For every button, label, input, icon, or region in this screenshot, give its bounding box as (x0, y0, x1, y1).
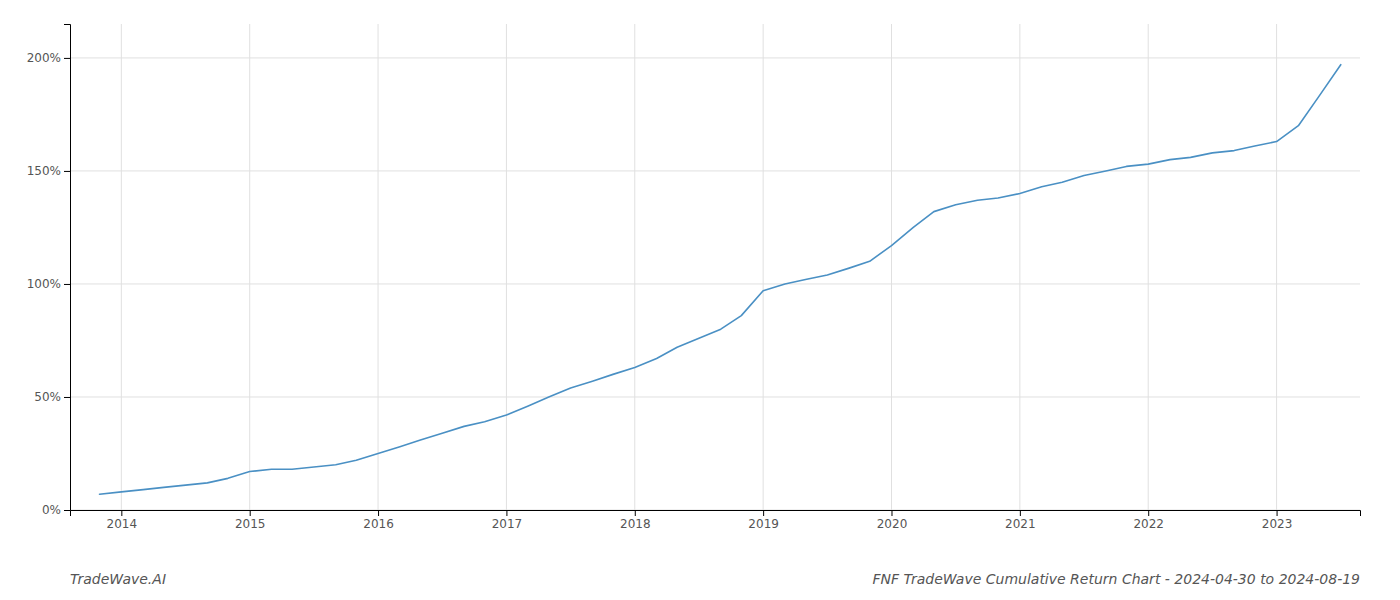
tick-mark (250, 510, 251, 516)
axis-line (64, 25, 71, 511)
tick: 2015 (235, 510, 266, 531)
grid-line (70, 283, 1360, 284)
tick-mark (64, 510, 70, 511)
grid-line (70, 170, 1360, 171)
tick-label: 2023 (1262, 517, 1293, 531)
tick-mark (506, 510, 507, 516)
tick: 2021 (1005, 510, 1036, 531)
x-axis: 2014 2015 2016 2017 2018 2019 2020 2021 2022 2023 (71, 510, 1361, 531)
tick: 2016 (363, 510, 394, 531)
tick-label: 50% (34, 390, 61, 404)
tick-label: 2016 (363, 517, 394, 531)
tick-label: 2019 (748, 517, 779, 531)
tick-mark (64, 58, 70, 59)
tick: 50% (34, 390, 70, 404)
y-axis: 0% 50% 100% 150% 200% (27, 25, 71, 518)
tick-mark (121, 510, 122, 516)
tick-mark (1148, 510, 1149, 516)
tick-label: 200% (27, 51, 61, 65)
tick: 200% (27, 51, 70, 65)
tick-mark (1020, 510, 1021, 516)
grid (70, 24, 1360, 510)
grid-line (121, 24, 122, 510)
tick-mark (1277, 510, 1278, 516)
tick-label: 0% (42, 503, 61, 517)
tick-label: 150% (27, 164, 61, 178)
grid-line (763, 24, 764, 510)
tick: 2018 (620, 510, 651, 531)
tick-label: 2017 (492, 517, 523, 531)
tick: 2019 (748, 510, 779, 531)
grid-line (378, 24, 379, 510)
tick-mark (763, 510, 764, 516)
tick-label: 2020 (877, 517, 908, 531)
tick-mark (891, 510, 892, 516)
grid-line (70, 57, 1360, 58)
tick-label: 2022 (1133, 517, 1164, 531)
line (100, 65, 1341, 494)
grid-line (1148, 24, 1149, 510)
title: FNF TradeWave Cumulative Return Chart - … (872, 571, 1360, 587)
axis-line (71, 511, 1361, 517)
grid-line (1276, 24, 1277, 510)
tick-label: 2014 (107, 517, 138, 531)
grid-line (891, 24, 892, 510)
grid-line (506, 24, 507, 510)
tick: 100% (27, 277, 70, 291)
grid-line (634, 24, 635, 510)
tick: 150% (27, 164, 70, 178)
tick: 2022 (1133, 510, 1164, 531)
tick: 2017 (492, 510, 523, 531)
tick-label: 2021 (1005, 517, 1036, 531)
tick: 2014 (107, 510, 138, 531)
chart: 2014 2015 2016 2017 2018 2019 2020 2021 2022 2023… (0, 0, 1400, 600)
plot-area: 2014 2015 2016 2017 2018 2019 2020 2021 2022 2023… (27, 24, 1361, 531)
marks (100, 65, 1341, 494)
tick-label: 2015 (235, 517, 266, 531)
grid-line (70, 396, 1360, 397)
tick-mark (64, 397, 70, 398)
tick-mark (64, 284, 70, 285)
tick: 0% (42, 503, 70, 517)
tick-mark (64, 171, 70, 172)
tick-mark (378, 510, 379, 516)
tick-label: 100% (27, 277, 61, 291)
tick: 2020 (877, 510, 908, 531)
tick-label: 2018 (620, 517, 651, 531)
tick-mark (635, 510, 636, 516)
annotation: TradeWave.AI (70, 571, 166, 587)
grid-line (249, 24, 250, 510)
tick: 2023 (1262, 510, 1293, 531)
grid-line (1019, 24, 1020, 510)
